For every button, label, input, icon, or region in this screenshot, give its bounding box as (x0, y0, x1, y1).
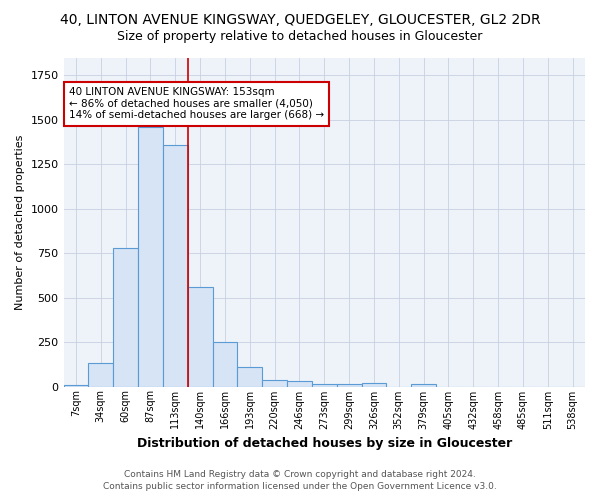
Bar (362, 383, 386, 386)
Bar (262, 380, 287, 386)
X-axis label: Distribution of detached houses by size in Gloucester: Distribution of detached houses by size … (137, 437, 512, 450)
Y-axis label: Number of detached properties: Number of detached properties (15, 134, 25, 310)
Text: 40 LINTON AVENUE KINGSWAY: 153sqm
← 86% of detached houses are smaller (4,050)
1: 40 LINTON AVENUE KINGSWAY: 153sqm ← 86% … (69, 87, 324, 120)
Bar (64, 384, 88, 386)
Bar (138, 127, 163, 386)
Bar (287, 381, 312, 386)
Bar (238, 367, 262, 386)
Bar (113, 248, 138, 386)
Bar (163, 144, 188, 386)
Text: Contains public sector information licensed under the Open Government Licence v3: Contains public sector information licen… (103, 482, 497, 491)
Bar (88, 362, 113, 386)
Bar (312, 384, 337, 386)
Text: Size of property relative to detached houses in Gloucester: Size of property relative to detached ho… (118, 30, 482, 43)
Bar (411, 384, 436, 386)
Bar (337, 384, 362, 386)
Bar (188, 287, 212, 386)
Text: Contains HM Land Registry data © Crown copyright and database right 2024.: Contains HM Land Registry data © Crown c… (124, 470, 476, 479)
Bar (212, 342, 238, 386)
Text: 40, LINTON AVENUE KINGSWAY, QUEDGELEY, GLOUCESTER, GL2 2DR: 40, LINTON AVENUE KINGSWAY, QUEDGELEY, G… (59, 12, 541, 26)
